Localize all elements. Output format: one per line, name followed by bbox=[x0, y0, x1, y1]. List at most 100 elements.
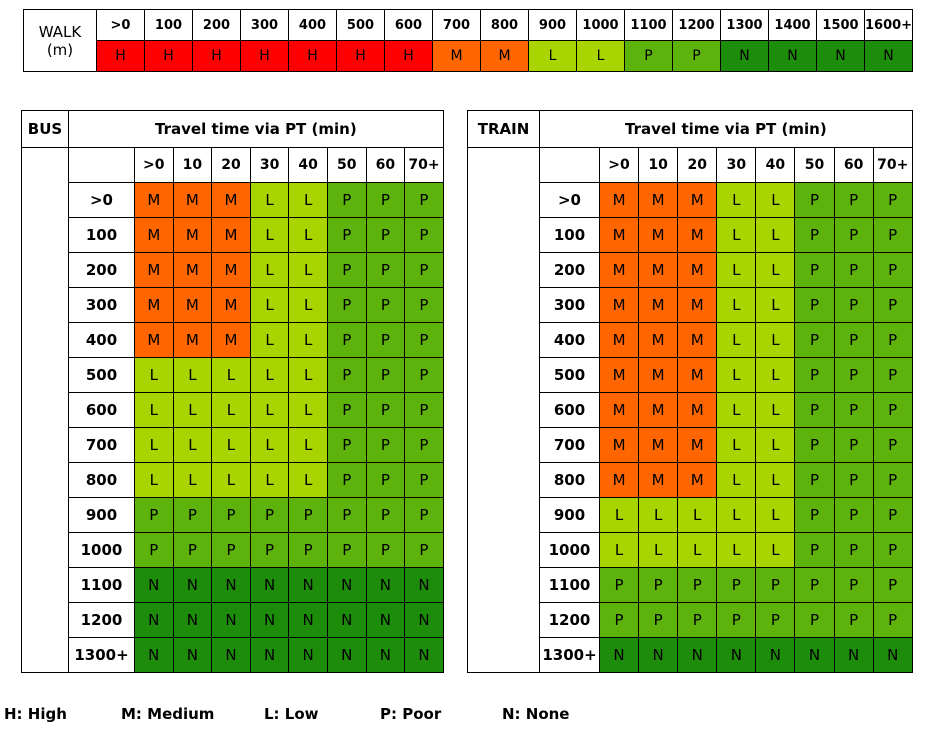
train-rating-cell: M bbox=[677, 357, 718, 393]
bus-rating-cell: M bbox=[172, 182, 213, 218]
train-rating-cell: L bbox=[716, 532, 757, 568]
train-rating-cell: P bbox=[872, 182, 913, 218]
bus-rating-cell: P bbox=[326, 532, 367, 568]
train-rating-cell: L bbox=[598, 532, 640, 568]
bus-rating-cell: N bbox=[134, 567, 174, 603]
walk-distance-header: 1400 bbox=[768, 9, 817, 41]
bus-rating-cell: M bbox=[211, 252, 251, 288]
train-rating-cell: N bbox=[833, 637, 874, 673]
train-distance-label: 1300+ bbox=[539, 637, 600, 673]
train-time-col-header: 40 bbox=[755, 147, 796, 183]
train-rating-cell: L bbox=[716, 287, 757, 323]
train-title: Travel time via PT (min) bbox=[539, 110, 913, 148]
bus-rating-cell: L bbox=[288, 357, 328, 393]
train-distance-label: 700 bbox=[539, 427, 600, 463]
train-rating-cell: P bbox=[794, 252, 835, 288]
train-rating-cell: P bbox=[794, 287, 835, 323]
train-rating-cell: P bbox=[833, 497, 874, 533]
bus-rating-cell: L bbox=[288, 392, 328, 428]
train-row: 900 L L L L L P P P bbox=[468, 497, 913, 533]
train-rating-cell: N bbox=[716, 637, 757, 673]
train-header-blank bbox=[539, 147, 600, 183]
bus-rating-cell: M bbox=[134, 217, 174, 253]
bus-rating-cell: P bbox=[249, 532, 290, 568]
train-rating-cell: M bbox=[677, 217, 718, 253]
train-rating-cell: P bbox=[794, 462, 835, 498]
bus-row: 500 L L L L L P P P bbox=[22, 357, 444, 393]
bus-rating-cell: N bbox=[211, 567, 251, 603]
walk-label-line1: WALK bbox=[38, 22, 82, 41]
walk-rating-cell: H bbox=[288, 40, 337, 72]
bus-distance-label: 1100 bbox=[68, 567, 135, 603]
legend-item-poor: P: Poor bbox=[380, 705, 442, 723]
train-row: 800 M M M L L P P P bbox=[468, 462, 913, 498]
bus-rating-cell: P bbox=[172, 497, 213, 533]
bus-time-col-header: 30 bbox=[249, 147, 290, 183]
bus-rating-cell: L bbox=[288, 217, 328, 253]
train-row: 400 M M M L L P P P bbox=[468, 322, 913, 358]
bus-rating-cell: P bbox=[326, 357, 367, 393]
bus-header-blank bbox=[68, 147, 135, 183]
train-row: 600 M M M L L P P P bbox=[468, 392, 913, 428]
bus-rating-cell: L bbox=[249, 357, 290, 393]
train-time-col-header: 50 bbox=[794, 147, 835, 183]
bus-rating-cell: P bbox=[326, 392, 367, 428]
bus-rating-cell: M bbox=[172, 287, 213, 323]
train-rating-cell: P bbox=[716, 602, 757, 638]
bus-distance-label: 400 bbox=[68, 322, 135, 358]
bus-rating-cell: L bbox=[249, 217, 290, 253]
bus-rating-cell: P bbox=[404, 532, 444, 568]
train-rating-cell: L bbox=[638, 532, 679, 568]
train-rating-cell: P bbox=[794, 217, 835, 253]
train-rating-cell: P bbox=[794, 497, 835, 533]
bus-rating-cell: P bbox=[404, 497, 444, 533]
train-row: 100 M M M L L P P P bbox=[468, 217, 913, 253]
bus-row: 1200 N N N N N N N N bbox=[22, 602, 444, 638]
bus-row: >0 M M M L L P P P bbox=[22, 182, 444, 218]
train-time-col-header: 30 bbox=[716, 147, 757, 183]
bus-distance-label: >0 bbox=[68, 182, 135, 218]
train-rating-cell: L bbox=[716, 182, 757, 218]
bus-rating-cell: L bbox=[288, 427, 328, 463]
walk-distance-header: 700 bbox=[432, 9, 481, 41]
bus-rating-cell: N bbox=[326, 637, 367, 673]
bus-rating-cell: L bbox=[172, 392, 213, 428]
walk-distance-header: 400 bbox=[288, 9, 337, 41]
train-rating-cell: M bbox=[677, 287, 718, 323]
bus-rating-cell: P bbox=[134, 532, 174, 568]
train-rating-cell: M bbox=[598, 217, 640, 253]
train-rating-cell: M bbox=[598, 462, 640, 498]
bus-rating-cell: P bbox=[404, 252, 444, 288]
train-rating-cell: M bbox=[638, 217, 679, 253]
bus-distance-label: 900 bbox=[68, 497, 135, 533]
train-rating-cell: P bbox=[833, 567, 874, 603]
bus-time-col-header: 50 bbox=[326, 147, 367, 183]
bus-rating-cell: P bbox=[326, 322, 367, 358]
bus-row: 200 M M M L L P P P bbox=[22, 252, 444, 288]
bus-rating-cell: M bbox=[172, 217, 213, 253]
bus-rating-cell: P bbox=[365, 357, 406, 393]
train-row: 1100 P P P P P P P P bbox=[468, 567, 913, 603]
train-distance-label: 1100 bbox=[539, 567, 600, 603]
train-time-col-header: 20 bbox=[677, 147, 718, 183]
train-rating-cell: P bbox=[833, 602, 874, 638]
train-rating-cell: M bbox=[638, 357, 679, 393]
bus-rating-cell: N bbox=[404, 637, 444, 673]
train-rating-cell: N bbox=[794, 637, 835, 673]
bus-row: 100 M M M L L P P P bbox=[22, 217, 444, 253]
bus-rating-cell: N bbox=[365, 567, 406, 603]
walk-rating-cell: N bbox=[720, 40, 769, 72]
bus-rating-cell: N bbox=[365, 602, 406, 638]
walk-label: WALK (m) bbox=[23, 9, 97, 72]
train-rating-cell: P bbox=[872, 252, 913, 288]
train-rating-cell: M bbox=[677, 392, 718, 428]
bus-rating-cell: P bbox=[326, 462, 367, 498]
bus-rating-cell: N bbox=[249, 602, 290, 638]
train-rating-cell: M bbox=[598, 252, 640, 288]
train-rating-cell: P bbox=[794, 602, 835, 638]
bus-rating-cell: P bbox=[404, 287, 444, 323]
bus-row: 1100 N N N N N N N N bbox=[22, 567, 444, 603]
train-rating-cell: N bbox=[872, 637, 913, 673]
walk-distance-header: >0 bbox=[96, 9, 145, 41]
